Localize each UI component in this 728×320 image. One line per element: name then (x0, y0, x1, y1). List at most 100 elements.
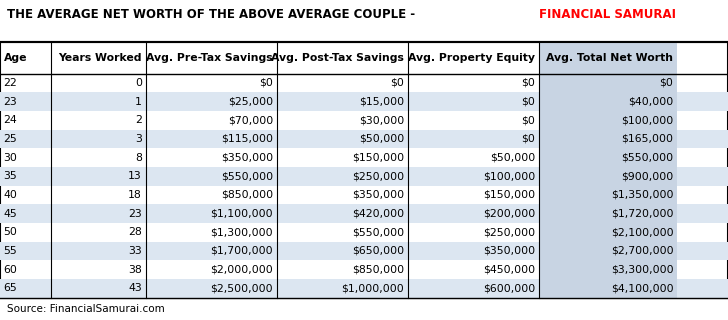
Text: $150,000: $150,000 (483, 190, 535, 200)
Text: $0: $0 (660, 78, 673, 88)
Text: $1,720,000: $1,720,000 (611, 209, 673, 219)
Text: $115,000: $115,000 (221, 134, 273, 144)
Text: $550,000: $550,000 (221, 171, 273, 181)
Bar (539, 242, 677, 260)
Text: $0: $0 (521, 134, 535, 144)
Text: THE AVERAGE NET WORTH OF THE ABOVE AVERAGE COUPLE -: THE AVERAGE NET WORTH OF THE ABOVE AVERA… (7, 8, 419, 21)
Bar (539, 223, 677, 242)
Text: 8: 8 (135, 153, 142, 163)
Bar (0, 130, 728, 148)
Bar (0, 42, 728, 298)
Text: $2,500,000: $2,500,000 (210, 283, 273, 293)
Text: $0: $0 (521, 78, 535, 88)
Text: $550,000: $550,000 (621, 153, 673, 163)
Text: FINANCIAL SAMURAI: FINANCIAL SAMURAI (539, 8, 676, 21)
Text: 65: 65 (4, 283, 17, 293)
Bar (539, 130, 677, 148)
Text: $0: $0 (390, 78, 404, 88)
Text: $40,000: $40,000 (628, 97, 673, 107)
Text: 2: 2 (135, 115, 142, 125)
Text: 38: 38 (128, 265, 142, 275)
Text: 33: 33 (128, 246, 142, 256)
Text: 45: 45 (4, 209, 17, 219)
Bar (539, 279, 677, 298)
Text: $2,100,000: $2,100,000 (611, 227, 673, 237)
Text: $50,000: $50,000 (359, 134, 404, 144)
Text: $450,000: $450,000 (483, 265, 535, 275)
Text: $0: $0 (521, 115, 535, 125)
Text: 55: 55 (4, 246, 17, 256)
Text: 40: 40 (4, 190, 17, 200)
Text: 0: 0 (135, 78, 142, 88)
Bar (0, 204, 728, 223)
Text: $350,000: $350,000 (483, 246, 535, 256)
Text: 13: 13 (128, 171, 142, 181)
Text: 35: 35 (4, 171, 17, 181)
Text: 24: 24 (4, 115, 17, 125)
Bar (0, 279, 728, 298)
Text: $1,100,000: $1,100,000 (210, 209, 273, 219)
Text: 25: 25 (4, 134, 17, 144)
Bar (539, 92, 677, 111)
Text: $200,000: $200,000 (483, 209, 535, 219)
Bar (0, 167, 728, 186)
Text: 43: 43 (128, 283, 142, 293)
Text: $600,000: $600,000 (483, 283, 535, 293)
Text: $350,000: $350,000 (352, 190, 404, 200)
Bar (0, 242, 728, 260)
Text: 23: 23 (128, 209, 142, 219)
Text: Avg. Pre-Tax Savings: Avg. Pre-Tax Savings (146, 52, 273, 63)
Text: Avg. Post-Tax Savings: Avg. Post-Tax Savings (271, 52, 404, 63)
Text: $0: $0 (259, 78, 273, 88)
Text: $150,000: $150,000 (352, 153, 404, 163)
Text: $100,000: $100,000 (621, 115, 673, 125)
Text: $850,000: $850,000 (221, 190, 273, 200)
Bar (539, 74, 677, 92)
Text: $100,000: $100,000 (483, 171, 535, 181)
Text: $900,000: $900,000 (621, 171, 673, 181)
Text: $165,000: $165,000 (622, 134, 673, 144)
Text: $2,000,000: $2,000,000 (210, 265, 273, 275)
Bar (539, 260, 677, 279)
Text: $25,000: $25,000 (228, 97, 273, 107)
Text: $30,000: $30,000 (359, 115, 404, 125)
Text: $15,000: $15,000 (359, 97, 404, 107)
Text: $1,300,000: $1,300,000 (210, 227, 273, 237)
Text: $1,350,000: $1,350,000 (611, 190, 673, 200)
Text: $0: $0 (521, 97, 535, 107)
Text: $650,000: $650,000 (352, 246, 404, 256)
Text: $3,300,000: $3,300,000 (611, 265, 673, 275)
Text: 18: 18 (128, 190, 142, 200)
Text: $50,000: $50,000 (490, 153, 535, 163)
Bar (539, 167, 677, 186)
Text: 3: 3 (135, 134, 142, 144)
Text: $4,100,000: $4,100,000 (611, 283, 673, 293)
Bar (539, 204, 677, 223)
Text: Source: FinancialSamurai.com: Source: FinancialSamurai.com (7, 304, 165, 314)
Text: 28: 28 (128, 227, 142, 237)
Bar (0, 92, 728, 111)
Text: 60: 60 (4, 265, 17, 275)
Text: 23: 23 (4, 97, 17, 107)
Bar (539, 186, 677, 204)
Bar (539, 148, 677, 167)
Text: $250,000: $250,000 (483, 227, 535, 237)
Text: $70,000: $70,000 (228, 115, 273, 125)
Text: $2,700,000: $2,700,000 (611, 246, 673, 256)
Bar (539, 111, 677, 130)
Text: $1,000,000: $1,000,000 (341, 283, 404, 293)
Text: $550,000: $550,000 (352, 227, 404, 237)
Text: Avg. Property Equity: Avg. Property Equity (408, 52, 535, 63)
Text: 30: 30 (4, 153, 17, 163)
Text: 1: 1 (135, 97, 142, 107)
Text: 22: 22 (4, 78, 17, 88)
Text: Avg. Total Net Worth: Avg. Total Net Worth (547, 52, 673, 63)
Text: $250,000: $250,000 (352, 171, 404, 181)
Text: $420,000: $420,000 (352, 209, 404, 219)
Text: $1,700,000: $1,700,000 (210, 246, 273, 256)
Text: $350,000: $350,000 (221, 153, 273, 163)
Bar (539, 42, 677, 74)
Text: 50: 50 (4, 227, 17, 237)
Text: Age: Age (4, 52, 27, 63)
Text: Years Worked: Years Worked (58, 52, 142, 63)
